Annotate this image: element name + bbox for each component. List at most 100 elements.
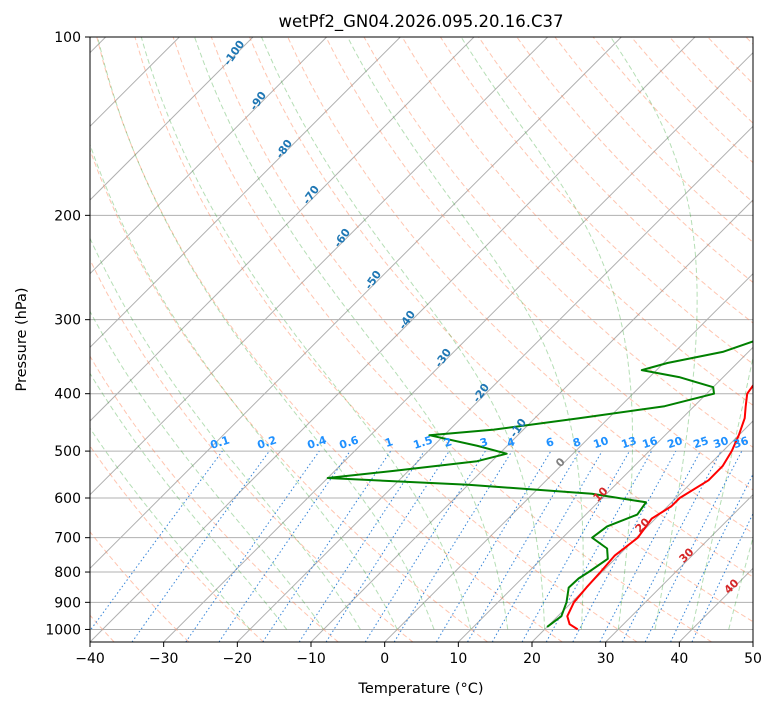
mixing-ratio-line: [621, 450, 722, 642]
chart-title: wetPf2_GN04.2026.095.20.16.C37: [279, 12, 564, 32]
moist-adiabat-line: [261, 37, 546, 630]
dry-adiabat-label: -100: [221, 38, 248, 68]
moist-adiabat-line: [610, 37, 698, 630]
moist-adiabat-line: [347, 37, 584, 630]
y-tick-label: 700: [54, 531, 81, 547]
mixing-ratio-line: [185, 450, 320, 642]
mixing-ratio-line: [218, 450, 351, 642]
x-tick-label: 20: [523, 651, 541, 667]
x-tick-label: −40: [75, 651, 105, 667]
plot-frame: [89, 36, 754, 643]
axes: −40 −30 −20 −10 0 10 20 30 40 5010009008007006005…: [45, 30, 762, 667]
dry-adiabat-label: -20: [470, 381, 492, 405]
y-tick-label: 800: [54, 565, 81, 581]
isopleth-labels: -100-90-80-70-60-50-40-30-20-100.1 0.2 0.4…: [209, 38, 751, 597]
x-tick-label: 0: [380, 651, 389, 667]
dry-adiabat-line: [90, 531, 190, 642]
y-tick-label: 200: [54, 208, 81, 224]
moist-adiabat-label: 20: [633, 515, 653, 535]
dry-adiabat-line: [90, 445, 264, 642]
isotherm-line: [605, 493, 753, 642]
moist-adiabat-line: [691, 354, 753, 630]
mixing-ratio-label: 0.1: [209, 433, 232, 451]
background-lines: [90, 37, 775, 642]
moist-adiabat-label: 0: [553, 455, 568, 470]
dry-adiabat-line: [134, 37, 638, 642]
y-tick-label: 500: [54, 444, 81, 460]
moist-adiabat-line: [194, 37, 509, 630]
isotherm-line: [90, 37, 622, 570]
isotherm-line: [90, 37, 475, 422]
x-tick-label: 30: [597, 651, 615, 667]
y-tick-label: 100: [54, 30, 81, 46]
moist-adiabat-label: 30: [677, 545, 697, 565]
mixing-ratio-line: [644, 450, 743, 642]
mixing-ratio-label: 0.2: [256, 433, 279, 451]
x-tick-label: −10: [296, 651, 326, 667]
isotherm-line: [310, 199, 753, 642]
mixing-ratio-label: 0.4: [306, 433, 329, 451]
dry-adiabat-line: [90, 258, 414, 642]
mixing-ratio-label: 1.5: [412, 433, 435, 451]
mixing-ratio-label: 20: [666, 434, 685, 451]
moist-adiabat-line: [97, 37, 435, 630]
x-tick-label: −30: [149, 651, 179, 667]
dry-adiabat-label: -60: [331, 226, 353, 250]
x-tick-label: −20: [223, 651, 253, 667]
dry-adiabat-label: -50: [362, 268, 384, 292]
mixing-ratio-label: 4: [505, 435, 517, 450]
mixing-ratio-label: 2: [442, 435, 453, 450]
isotherm-line: [236, 125, 753, 642]
isotherm-line: [163, 51, 753, 642]
mixing-ratio-label: 25: [692, 434, 711, 451]
dry-adiabat-line: [90, 355, 339, 642]
y-tick-label: 300: [54, 313, 81, 329]
dry-adiabat-line: [401, 37, 753, 406]
dry-adiabat-label: -80: [273, 137, 295, 161]
mixing-ratio-line: [131, 450, 270, 642]
moist-adiabat-line: [90, 143, 398, 630]
mixing-ratio-line: [670, 473, 753, 642]
dry-adiabat-line: [707, 37, 753, 85]
dry-adiabat-line: [287, 37, 753, 534]
isotherm-line: [90, 37, 696, 642]
isotherm-line: [752, 641, 753, 642]
mixing-ratio-line: [325, 450, 450, 642]
mixing-ratio-label: 16: [641, 434, 660, 451]
isotherm-line: [90, 37, 549, 496]
x-axis-title: Temperature (°C): [357, 681, 483, 697]
mixing-ratio-line: [298, 450, 425, 642]
dry-adiabat-line: [90, 148, 488, 642]
mixing-ratio-line: [262, 450, 392, 642]
dry-adiabat-label: -30: [432, 346, 454, 370]
mixing-ratio-line: [572, 450, 677, 642]
mixing-ratio-label: 8: [571, 435, 582, 450]
dry-adiabat-label: -90: [247, 89, 269, 113]
mixing-ratio-line: [435, 450, 552, 642]
mixing-ratio-line: [521, 450, 630, 642]
isotherm-line: [384, 272, 753, 642]
y-axis-title: Pressure (hPa): [14, 287, 30, 391]
moist-adiabat-line: [140, 37, 472, 630]
y-tick-label: 400: [54, 387, 81, 403]
mixing-ratio-line: [90, 450, 223, 632]
mixing-ratio-label: 0.6: [338, 433, 361, 451]
dry-adiabat-label: -40: [396, 308, 418, 332]
mixing-ratio-line: [393, 450, 513, 642]
mixing-ratio-label: 1: [383, 435, 394, 450]
dry-adiabat-line: [210, 37, 753, 623]
moist-adiabat-line: [90, 372, 288, 630]
dry-adiabat-line: [363, 37, 753, 448]
mixing-ratio-label: 6: [544, 435, 556, 450]
isotherm-line: [678, 567, 753, 642]
temperature-line: [566, 383, 753, 631]
moist-adiabat-line: [90, 236, 361, 630]
isotherm-line: [457, 346, 753, 642]
moist-adiabat-line: [460, 37, 633, 630]
moist-adiabat-label: 40: [722, 576, 742, 596]
mixing-ratio-label: 36: [732, 434, 751, 451]
y-tick-label: 1000: [45, 622, 81, 638]
moist-adiabat-line: [766, 37, 775, 629]
x-tick-label: 50: [744, 651, 762, 667]
